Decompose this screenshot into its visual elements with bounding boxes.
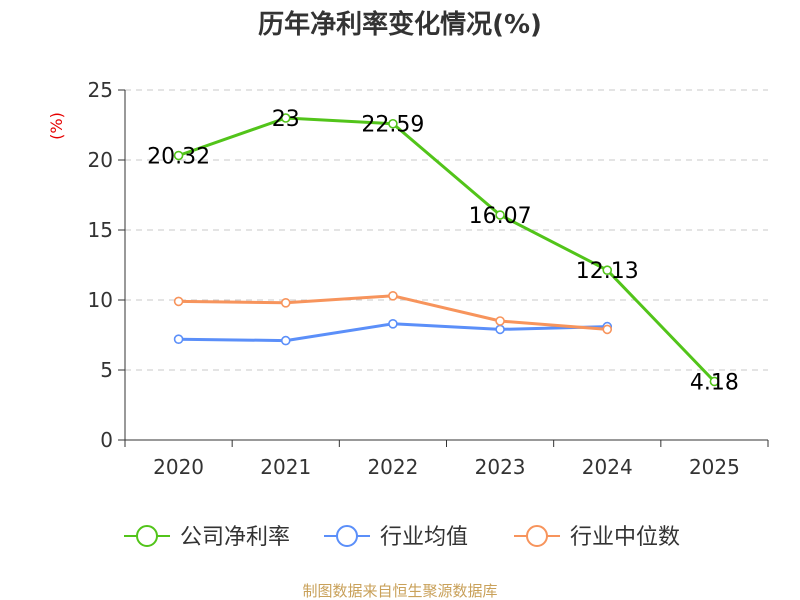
x-tick-label-2023: 2023	[475, 455, 526, 479]
source-note: 制图数据来自恒生聚源数据库	[302, 582, 497, 600]
y-tick-label-10: 10	[88, 288, 113, 312]
point-2-2024[interactable]	[602, 324, 613, 335]
series-line-0	[178, 116, 716, 383]
data-label-2025: 4.18	[690, 370, 739, 395]
point-0-2020[interactable]	[173, 150, 184, 161]
grid-lines	[125, 89, 768, 371]
series-lines	[178, 116, 716, 383]
point-2-2021[interactable]	[280, 297, 291, 308]
point-2-2020[interactable]	[173, 296, 184, 307]
point-0-2021[interactable]	[280, 113, 291, 123]
legend-swatch-circle-2	[526, 525, 548, 547]
data-labels: 20.32 23 22.59 16.07 12.13 4.18	[147, 107, 739, 395]
legend-label-1: 行业均值	[380, 525, 468, 550]
point-1-2022[interactable]	[388, 318, 398, 329]
point-0-2023[interactable]	[495, 210, 505, 220]
x-tick-label-2020: 2020	[153, 455, 204, 479]
x-tick-label-2021: 2021	[260, 455, 311, 479]
data-label-2024: 12.13	[576, 259, 639, 284]
legend-swatch-circle-1	[336, 525, 358, 547]
legend-label-2: 行业中位数	[570, 525, 680, 550]
legend-label-0: 公司净利率	[180, 525, 290, 550]
x-tick-label-2022: 2022	[367, 455, 418, 479]
point-1-2020[interactable]	[173, 334, 184, 345]
data-points	[173, 113, 720, 387]
point-0-2024[interactable]	[602, 265, 613, 275]
data-label-2023: 16.07	[469, 204, 532, 229]
y-tick-label-15: 15	[88, 218, 113, 242]
point-0-2022[interactable]	[388, 118, 398, 129]
legend-item-0[interactable]: 公司净利率	[124, 525, 290, 550]
point-0-2025[interactable]	[709, 376, 720, 387]
legend-item-1[interactable]: 行业均值	[324, 525, 468, 550]
point-2-2023[interactable]	[495, 316, 505, 326]
chart-title: 历年净利率变化情况(%)	[258, 9, 542, 40]
point-1-2021[interactable]	[280, 335, 291, 346]
y-tick-label-5: 5	[100, 358, 113, 382]
data-label-2022: 22.59	[361, 113, 424, 138]
data-label-2020: 20.32	[147, 145, 210, 170]
y-tick-label-20: 20	[88, 148, 113, 172]
point-2-2022[interactable]	[388, 290, 398, 301]
y-tick-label-0: 0	[100, 428, 113, 452]
data-label-2021: 23	[272, 107, 300, 132]
legend-swatch-circle-0	[136, 525, 158, 547]
y-axis-unit: (%)	[47, 112, 66, 140]
y-tick-label-25: 25	[88, 78, 113, 102]
x-tick-label-2024: 2024	[582, 455, 633, 479]
x-tick-label-2025: 2025	[689, 455, 740, 479]
legend[interactable]: 公司净利率 行业均值 行业中位数	[124, 525, 680, 550]
point-1-2023[interactable]	[495, 324, 505, 335]
legend-item-2[interactable]: 行业中位数	[514, 525, 680, 550]
